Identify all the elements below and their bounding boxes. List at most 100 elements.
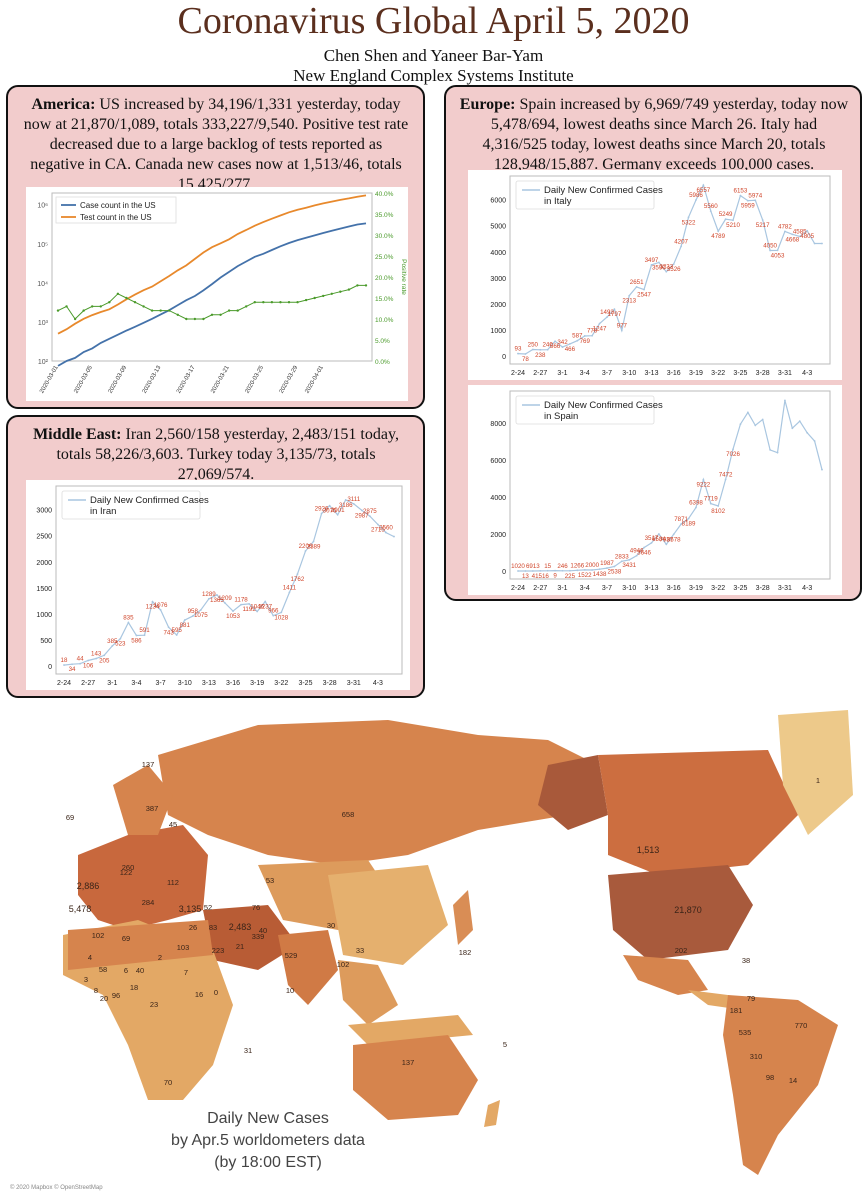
data-point <box>253 301 256 304</box>
data-label: 5249 <box>719 211 733 218</box>
data-label: 2651 <box>630 279 644 286</box>
data-point <box>598 322 601 325</box>
data-point <box>791 233 794 236</box>
data-label: 1209 <box>218 595 232 602</box>
data-point <box>125 296 128 300</box>
data-label: 5217 <box>756 222 770 229</box>
data-label: 1076 <box>154 602 168 609</box>
data-label: 41516 <box>532 573 550 580</box>
data-point <box>643 546 645 549</box>
y-tick-label: 500 <box>40 638 52 645</box>
data-label: 2389 <box>307 543 321 550</box>
y-tick-label: 3000 <box>36 508 52 515</box>
data-label: 143 <box>91 651 102 658</box>
x-tick-label: 2-24 <box>511 585 525 592</box>
data-point <box>116 292 120 295</box>
x-tick-label: 2-27 <box>81 680 95 687</box>
x-tick-label: 3-16 <box>667 585 681 592</box>
data-label: 9 <box>553 573 557 580</box>
data-point <box>680 523 683 525</box>
data-point <box>561 346 564 348</box>
data-point <box>356 284 359 287</box>
data-label: 566 <box>550 343 561 350</box>
data-point <box>111 645 114 647</box>
map-mexico <box>623 955 708 995</box>
italy-chart-box: 0 1000 2000 3000 4000 5000 6000 2-24 2-27 3-1 3-4 3… <box>468 170 842 380</box>
data-point <box>168 309 171 312</box>
plot-frame <box>51 192 373 362</box>
data-point <box>650 263 653 266</box>
data-label: 93 <box>515 346 522 353</box>
data-point <box>687 517 690 520</box>
data-point <box>665 543 668 546</box>
map-value-label: 40 <box>136 966 144 975</box>
data-label: 5322 <box>682 219 696 226</box>
y-tick-label-right: 0.0% <box>375 359 390 366</box>
data-label: 3111 <box>347 496 360 503</box>
data-point <box>776 249 779 252</box>
y-tick-label-right: 5.0% <box>375 338 390 345</box>
data-point <box>279 301 282 304</box>
data-point <box>336 513 339 516</box>
data-point <box>709 502 712 505</box>
world-map-svg: 21,8701,5136585,4782,8863,1352,483770535… <box>8 705 859 1191</box>
data-label: 2560 <box>379 525 393 532</box>
map-value-label: 137 <box>402 1058 415 1067</box>
data-label: 6913 <box>526 563 540 570</box>
x-tick-label: 3-7 <box>156 680 166 687</box>
y-tick-label-right: 10.0% <box>375 317 394 324</box>
data-point <box>63 664 65 666</box>
data-point <box>539 569 542 572</box>
x-tick-label: 3-16 <box>667 370 681 377</box>
map-value-label: 387 <box>146 804 159 813</box>
data-point <box>99 305 102 308</box>
y-tick-label: 0 <box>502 354 506 361</box>
map-southeast-asia <box>338 960 398 1025</box>
data-point <box>103 654 106 657</box>
data-point <box>672 263 675 266</box>
data-label: 743 <box>163 629 174 636</box>
map-value-label: 102 <box>92 931 105 940</box>
x-tick-label: 3-25 <box>298 680 312 687</box>
data-point <box>227 309 231 312</box>
data-point <box>175 634 178 636</box>
data-label: 1020 <box>511 563 525 570</box>
map-value-label: 658 <box>342 810 355 819</box>
data-point <box>739 423 742 426</box>
y-tick-label-left: 10³ <box>38 320 49 327</box>
data-label: 4207 <box>674 238 688 245</box>
map-value-label: 535 <box>739 1028 752 1037</box>
data-point <box>270 301 274 304</box>
map-usa <box>608 865 753 960</box>
data-point <box>643 288 645 291</box>
data-label: 587 <box>572 333 583 340</box>
data-point <box>248 602 251 605</box>
data-point <box>724 218 727 221</box>
data-point <box>709 210 712 213</box>
data-label: 6557 <box>696 187 710 194</box>
data-label: 5959 <box>741 203 755 210</box>
map-value-label: 96 <box>112 991 120 1000</box>
map-value-label: 26 <box>189 923 197 932</box>
x-tick-label: 3-10 <box>622 585 636 592</box>
data-point <box>591 334 594 337</box>
x-tick-label: 2020-03-21 <box>210 364 231 394</box>
page-title: Coronavirus Global April 5, 2020 <box>177 0 690 42</box>
legend-box <box>61 490 201 520</box>
italy-chart: 0 1000 2000 3000 4000 5000 6000 2-24 2-27 3-1 3-4 3… <box>490 175 831 377</box>
data-point <box>330 292 333 295</box>
data-point <box>344 499 347 501</box>
data-label: 15 <box>544 563 551 570</box>
data-point <box>569 569 571 572</box>
data-point <box>119 637 122 640</box>
map-value-label: 79 <box>747 994 755 1003</box>
x-tick-label: 3-22 <box>711 585 725 592</box>
plot-frame <box>509 175 831 365</box>
middle-east-text: Middle East: Iran 2,560/158 yesterday, 2… <box>22 425 410 485</box>
data-label: 78 <box>522 356 529 363</box>
x-tick-label: 3-10 <box>622 370 636 377</box>
plot-frame <box>509 390 831 580</box>
data-label: 4946 <box>630 548 644 555</box>
data-point <box>304 298 308 302</box>
x-tick-label: 3-28 <box>323 680 337 687</box>
